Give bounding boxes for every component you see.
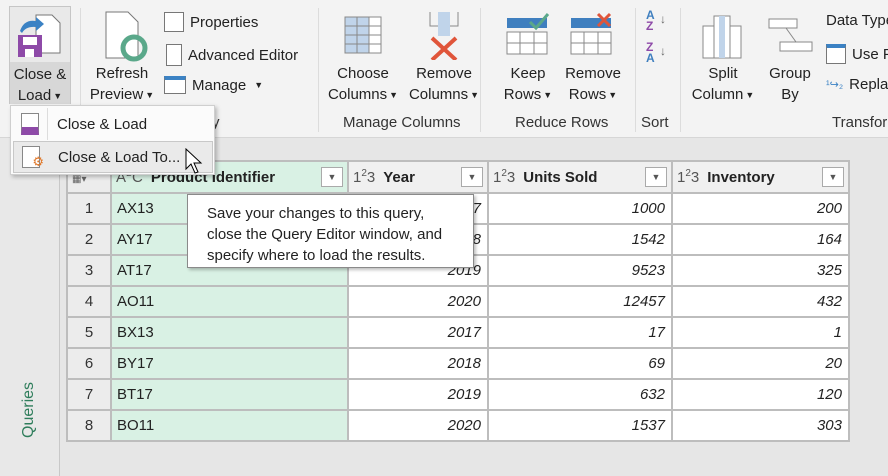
column-filter-button[interactable]: ▼ xyxy=(822,167,844,187)
year-cell[interactable]: 2020 xyxy=(347,409,489,442)
units-sold-cell[interactable]: 69 xyxy=(487,347,673,380)
remove-rows-icon xyxy=(570,12,612,55)
query-group-label: y xyxy=(212,114,220,131)
units-sold-cell[interactable]: 9523 xyxy=(487,254,673,287)
row-number[interactable]: 8 xyxy=(66,409,112,442)
year-cell[interactable]: 2017 xyxy=(347,316,489,349)
menu-item-close-load[interactable]: Close & Load xyxy=(13,108,213,140)
column-header-year[interactable]: 123 Year ▼ xyxy=(347,160,489,194)
use-first-row-button[interactable]: Use F xyxy=(826,44,888,64)
properties-button[interactable]: Properties xyxy=(164,12,258,32)
inventory-cell[interactable]: 303 xyxy=(671,409,850,442)
inventory-cell[interactable]: 325 xyxy=(671,254,850,287)
manage-columns-group-label: Manage Columns xyxy=(343,114,461,131)
advanced-editor-icon xyxy=(166,44,182,66)
inventory-cell[interactable]: 164 xyxy=(671,223,850,256)
close-load-button[interactable]: Close & Load ▼ xyxy=(9,6,71,104)
table-row[interactable]: 6 BY17 2018 69 20 xyxy=(66,347,850,380)
replace-values-button[interactable]: ¹↪₂ Repla xyxy=(826,76,888,93)
mouse-cursor-icon xyxy=(185,148,203,174)
product-identifier-cell[interactable]: AO11 xyxy=(110,285,349,318)
row-number[interactable]: 6 xyxy=(66,347,112,380)
inventory-cell[interactable]: 1 xyxy=(671,316,850,349)
remove-rows-button[interactable]: Remove Rows ▼ xyxy=(560,8,626,104)
table-row[interactable]: 7 BT17 2019 632 120 xyxy=(66,378,850,411)
split-column-button[interactable]: Split Column ▼ xyxy=(688,8,758,104)
split-column-icon xyxy=(702,15,742,59)
replace-icon: ¹↪₂ xyxy=(826,79,844,91)
row-number[interactable]: 5 xyxy=(66,316,112,349)
row-number[interactable]: 2 xyxy=(66,223,112,256)
remove-columns-button[interactable]: Remove Columns ▼ xyxy=(404,8,484,104)
properties-icon xyxy=(164,12,184,32)
close-load-to-icon: ⚙ xyxy=(22,146,44,169)
advanced-editor-button[interactable]: Advanced Editor xyxy=(166,44,298,66)
inventory-cell[interactable]: 120 xyxy=(671,378,850,411)
refresh-icon xyxy=(105,11,148,62)
units-sold-cell[interactable]: 1542 xyxy=(487,223,673,256)
keep-rows-button[interactable]: Keep Rows ▼ xyxy=(498,8,558,104)
queries-pane[interactable]: Queries xyxy=(0,138,60,476)
row-number[interactable]: 3 xyxy=(66,254,112,287)
data-type-button[interactable]: Data Type xyxy=(826,12,888,29)
queries-pane-label: Queries xyxy=(20,381,37,438)
close-load-icon xyxy=(21,113,39,135)
units-sold-cell[interactable]: 632 xyxy=(487,378,673,411)
sort-ascending-icon[interactable]: A Z ↓ xyxy=(646,8,666,33)
refresh-preview-button[interactable]: Refresh Preview ▼ xyxy=(86,8,158,104)
sort-descending-icon[interactable]: Z A ↓ xyxy=(646,40,666,65)
column-filter-button[interactable]: ▼ xyxy=(321,167,343,187)
group-by-button[interactable]: Group By xyxy=(762,8,818,104)
column-header-units-sold[interactable]: 123 Units Sold ▼ xyxy=(487,160,673,194)
product-identifier-cell[interactable]: BO11 xyxy=(110,409,349,442)
product-identifier-cell[interactable]: BT17 xyxy=(110,378,349,411)
year-cell[interactable]: 2019 xyxy=(347,378,489,411)
menu-item-close-load-to[interactable]: ⚙ Close & Load To... xyxy=(13,141,213,173)
column-filter-button[interactable]: ▼ xyxy=(461,167,483,187)
keep-rows-icon xyxy=(506,13,550,55)
close-load-dropdown: Close & Load ⚙ Close & Load To... xyxy=(10,105,215,175)
row-number[interactable]: 4 xyxy=(66,285,112,318)
inventory-cell[interactable]: 20 xyxy=(671,347,850,380)
row-number[interactable]: 7 xyxy=(66,378,112,411)
column-header-inventory[interactable]: 123 Inventory ▼ xyxy=(671,160,850,194)
year-cell[interactable]: 2020 xyxy=(347,285,489,318)
table-row[interactable]: 5 BX13 2017 17 1 xyxy=(66,316,850,349)
remove-columns-icon xyxy=(429,12,459,60)
units-sold-cell[interactable]: 12457 xyxy=(487,285,673,318)
transform-group-label: Transfor xyxy=(832,114,888,131)
units-sold-cell[interactable]: 1537 xyxy=(487,409,673,442)
tooltip: Save your changes to this query, close th… xyxy=(187,194,474,268)
close-load-label: Close & Load ▼ xyxy=(13,66,67,104)
inventory-cell[interactable]: 432 xyxy=(671,285,850,318)
table-icon xyxy=(164,76,186,94)
group-by-icon xyxy=(768,18,813,52)
inventory-cell[interactable]: 200 xyxy=(671,192,850,225)
units-sold-cell[interactable]: 1000 xyxy=(487,192,673,225)
product-identifier-cell[interactable]: BX13 xyxy=(110,316,349,349)
reduce-rows-group-label: Reduce Rows xyxy=(515,114,609,131)
close-load-icon xyxy=(18,14,61,57)
row-number[interactable]: 1 xyxy=(66,192,112,225)
table-row[interactable]: 4 AO11 2020 12457 432 xyxy=(66,285,850,318)
year-cell[interactable]: 2018 xyxy=(347,347,489,380)
product-identifier-cell[interactable]: BY17 xyxy=(110,347,349,380)
units-sold-cell[interactable]: 17 xyxy=(487,316,673,349)
choose-columns-icon xyxy=(344,16,382,54)
manage-button[interactable]: Manage ▼ xyxy=(164,76,263,94)
sort-group-label: Sort xyxy=(641,114,669,131)
table-icon xyxy=(826,44,846,64)
choose-columns-button[interactable]: Choose Columns ▼ xyxy=(326,8,400,104)
column-filter-button[interactable]: ▼ xyxy=(645,167,667,187)
table-row[interactable]: 8 BO11 2020 1537 303 xyxy=(66,409,850,442)
